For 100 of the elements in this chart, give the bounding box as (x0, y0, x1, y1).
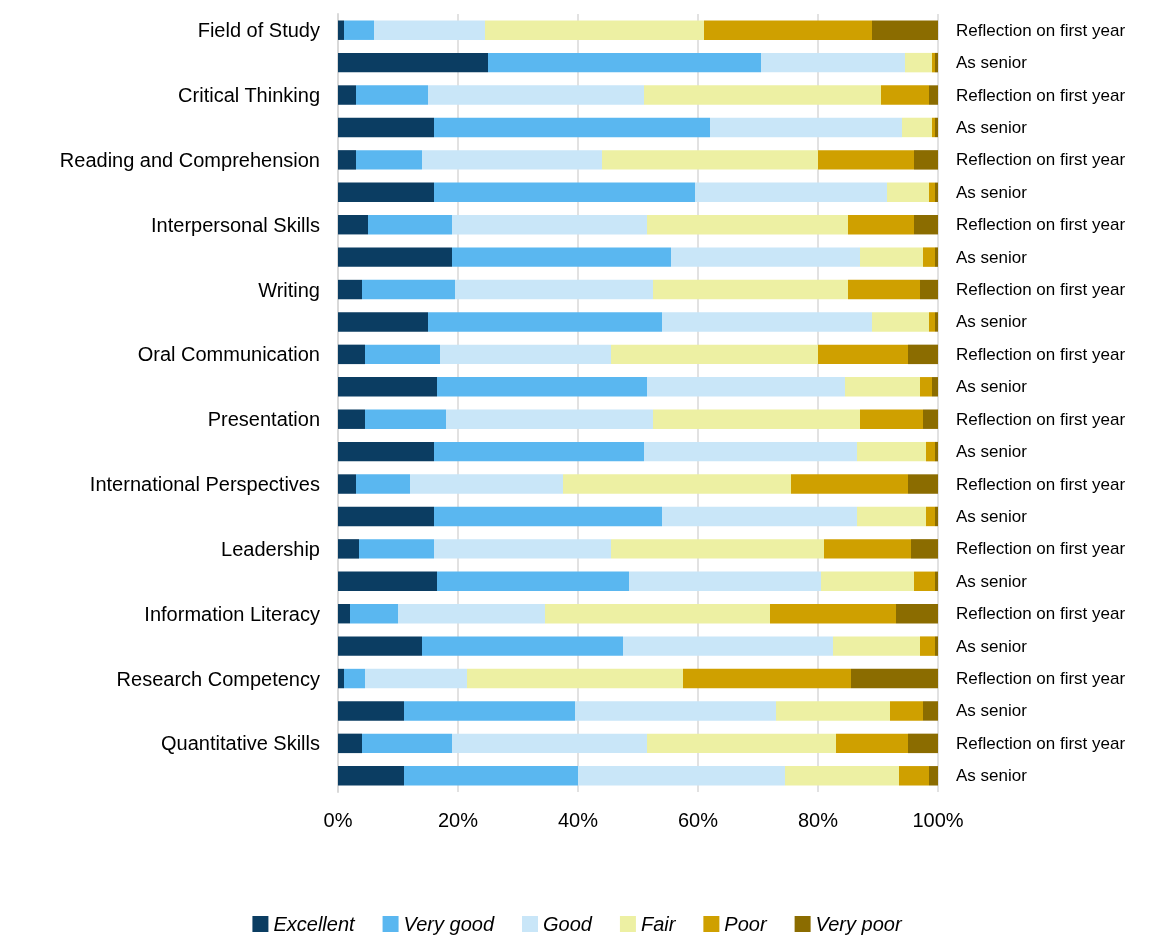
bar (338, 506, 434, 527)
bar (926, 441, 935, 462)
bar (350, 603, 398, 624)
bar (872, 20, 938, 40)
y2-tick-label: Reflection on first year (956, 474, 1126, 494)
bar (644, 85, 881, 105)
y-tick-label: Interpersonal Skills (151, 213, 320, 236)
bar (704, 20, 872, 40)
y2-tick-label: As senior (956, 117, 1028, 137)
x-tick-label: 0% (323, 809, 353, 831)
bar (836, 733, 908, 754)
bar (662, 312, 872, 332)
bar (404, 766, 578, 786)
bar (860, 409, 923, 429)
bar (434, 441, 644, 462)
bar (446, 409, 653, 429)
legend-label: Fair (640, 913, 677, 935)
bar (434, 506, 662, 527)
legend-label: Poor (724, 913, 768, 935)
bar (578, 766, 785, 786)
bar (602, 150, 818, 170)
bar (896, 603, 938, 624)
bar (368, 214, 452, 235)
bar (356, 85, 428, 105)
bar (467, 668, 683, 689)
bar (923, 409, 938, 429)
bar (452, 247, 671, 267)
bar (914, 214, 938, 235)
bar (338, 377, 437, 397)
y2-tick-label: As senior (956, 636, 1028, 656)
y2-tick-label: As senior (956, 701, 1028, 721)
bar (860, 247, 923, 267)
y2-tick-label: As senior (956, 442, 1028, 462)
bar (929, 766, 938, 786)
y-tick-label: Information Literacy (144, 602, 320, 625)
legend-label: Excellent (273, 913, 357, 935)
bar (362, 733, 452, 754)
bar (575, 701, 776, 721)
bar (338, 441, 434, 462)
x-tick-label: 80% (797, 809, 839, 831)
bar (623, 636, 833, 656)
bar (611, 539, 824, 559)
y2-tick-label: Reflection on first year (956, 669, 1126, 689)
y2-tick-label: Reflection on first year (956, 344, 1126, 364)
y-tick-label: Field of Study (197, 19, 320, 42)
bar (359, 539, 434, 559)
y2-tick-label: As senior (956, 571, 1028, 591)
bar (344, 668, 365, 689)
bar (905, 52, 932, 73)
bar (923, 247, 935, 267)
legend-label: Very poor (815, 913, 903, 935)
bar (908, 474, 938, 494)
bar (923, 701, 938, 721)
bar (857, 441, 926, 462)
bar (338, 312, 428, 332)
bar (881, 85, 929, 105)
bar (338, 409, 365, 429)
y2-tick-label: Reflection on first year (956, 20, 1126, 40)
bar (437, 571, 629, 592)
bar (338, 117, 434, 138)
y2-tick-label: As senior (956, 53, 1028, 73)
y2-tick-label: Reflection on first year (956, 539, 1126, 559)
bar (785, 766, 899, 786)
bar (845, 377, 920, 397)
y2-tick-label: As senior (956, 182, 1028, 202)
bar (374, 20, 485, 40)
bar (338, 20, 344, 40)
bar (338, 603, 350, 624)
y2-tick-label: As senior (956, 247, 1028, 267)
bar (647, 733, 836, 754)
bar (935, 312, 938, 332)
bar (899, 766, 929, 786)
bar (908, 733, 938, 754)
bar (434, 539, 611, 559)
y-tick-label: Presentation (207, 408, 320, 431)
y-tick-label: Oral Communication (137, 343, 320, 366)
bar (545, 603, 770, 624)
y-tick-label: Research Competency (116, 667, 320, 690)
bar (914, 571, 935, 592)
bar (890, 701, 923, 721)
y2-tick-label: Reflection on first year (956, 604, 1126, 624)
bar (914, 150, 938, 170)
bar (776, 701, 890, 721)
bar (653, 279, 848, 300)
bar (338, 668, 344, 689)
y2-tick-label: Reflection on first year (956, 409, 1126, 429)
bar (647, 214, 848, 235)
bar (338, 636, 422, 656)
bar (935, 571, 938, 592)
bar (365, 344, 440, 365)
bar (563, 474, 791, 494)
legend-label: Very good (403, 913, 495, 935)
bar (824, 539, 911, 559)
bar (761, 52, 905, 73)
bar (653, 409, 860, 429)
bar (398, 603, 545, 624)
bar (365, 409, 446, 429)
bar (338, 150, 356, 170)
bar (428, 312, 662, 332)
bar (611, 344, 818, 365)
